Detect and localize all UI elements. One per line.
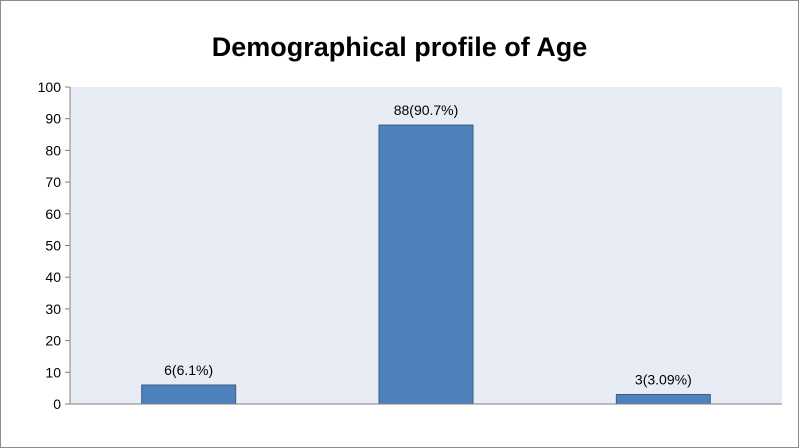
y-axis-ticks: 0 10 20 30 40 50 60 70 80 90 100 — [38, 79, 70, 412]
bar-data-label: 3(3.09%) — [635, 371, 692, 387]
bar — [615, 393, 711, 405]
bar-data-label: 88(90.7%) — [394, 102, 459, 118]
y-tick-label: 30 — [45, 301, 61, 317]
bars — [141, 124, 711, 405]
bar — [378, 124, 474, 405]
y-tick-label: 100 — [38, 79, 62, 95]
y-tick-label: 20 — [45, 333, 61, 349]
y-tick-label: 50 — [45, 238, 61, 254]
y-tick-label: 90 — [45, 111, 61, 127]
chart-title: Demographical profile of Age — [211, 32, 588, 62]
data-labels: 6(6.1%) 88(90.7%) 3(3.09%) — [164, 102, 692, 387]
bar-data-label: 6(6.1%) — [164, 362, 213, 378]
y-tick-label: 40 — [45, 269, 61, 285]
y-tick-label: 10 — [45, 364, 61, 380]
y-tick-label: 70 — [45, 174, 61, 190]
bar — [141, 384, 237, 405]
y-tick-label: 80 — [45, 142, 61, 158]
y-tick-label: 60 — [45, 206, 61, 222]
y-tick-label: 0 — [53, 396, 61, 412]
